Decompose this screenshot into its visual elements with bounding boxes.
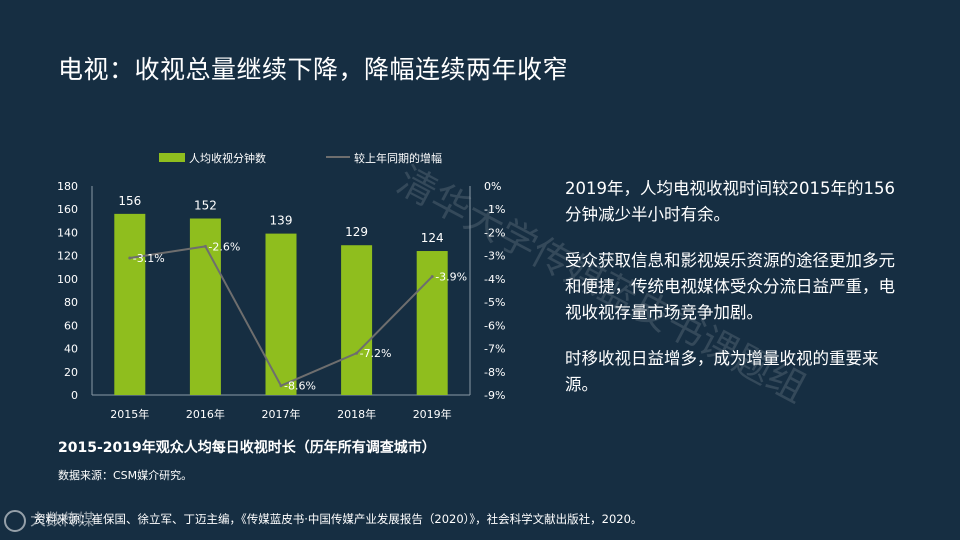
legend-line-label: 较上年同期的增幅 bbox=[354, 151, 442, 165]
bar bbox=[114, 213, 146, 395]
y-right-tick-label: -9% bbox=[484, 389, 505, 402]
y-left-tick-label: 80 bbox=[64, 296, 78, 309]
y-right-tick-label: -6% bbox=[484, 319, 505, 332]
y-right-tick-label: -4% bbox=[484, 273, 505, 286]
line-value-label: -3.1% bbox=[133, 252, 165, 265]
legend-bar-swatch bbox=[159, 153, 185, 162]
bar-value-label: 129 bbox=[345, 225, 368, 239]
commentary-paragraph-2: 受众获取信息和影视娱乐资源的途径更加多元和便捷，传统电视媒体受众分流日益严重，电… bbox=[565, 251, 895, 322]
logo-icon bbox=[4, 509, 26, 532]
legend-bar-label: 人均收视分钟数 bbox=[189, 151, 266, 165]
line-value-label: -3.9% bbox=[435, 271, 467, 284]
logo-text: 大数传媒 bbox=[30, 510, 95, 529]
line-value-label: -8.6% bbox=[284, 380, 316, 393]
x-tick-label: 2017年 bbox=[262, 407, 301, 421]
x-tick-label: 2019年 bbox=[413, 407, 452, 421]
bar bbox=[341, 245, 373, 395]
line-point bbox=[128, 256, 132, 260]
x-tick-label: 2015年 bbox=[110, 407, 149, 421]
line-point bbox=[355, 351, 359, 355]
y-left-tick-label: 100 bbox=[57, 273, 78, 286]
line-point bbox=[430, 275, 434, 279]
y-left-tick-label: 20 bbox=[64, 366, 78, 379]
y-right-tick-label: -7% bbox=[484, 343, 505, 356]
commentary-paragraph-3: 时移收视日益增多，成为增量收视的重要来源。 bbox=[565, 349, 879, 394]
x-tick-label: 2016年 bbox=[186, 407, 225, 421]
y-left-tick-label: 140 bbox=[57, 226, 78, 239]
commentary-paragraph-1: 2019年，人均电视收视时间较2015年的156分钟减少半小时有余。 bbox=[565, 179, 895, 224]
brand-logo: 大数传媒 bbox=[4, 506, 94, 532]
bar-value-label: 139 bbox=[270, 214, 293, 228]
y-right-tick-label: -5% bbox=[484, 296, 505, 309]
line-value-label: -7.2% bbox=[360, 347, 392, 360]
y-right-tick-label: -2% bbox=[484, 226, 505, 239]
chart-caption: 2015-2019年观众人均每日收视时长（历年所有调查城市） bbox=[58, 440, 436, 456]
y-right-tick-label: 0% bbox=[484, 180, 501, 193]
y-right-tick-label: -3% bbox=[484, 250, 505, 263]
line-point bbox=[279, 384, 283, 388]
y-left-tick-label: 40 bbox=[64, 343, 78, 356]
y-left-tick-label: 180 bbox=[57, 180, 78, 193]
footnote: 资料来源：崔保国、徐立军、丁迈主编，《传媒蓝皮书·中国传媒产业发展报告（2020… bbox=[34, 512, 643, 526]
bar-value-label: 152 bbox=[194, 199, 217, 213]
bar bbox=[416, 251, 448, 395]
slide-title: 电视：收视总量继续下降，降幅连续两年收窄 bbox=[58, 55, 569, 84]
x-tick-label: 2018年 bbox=[337, 407, 376, 421]
y-left-tick-label: 60 bbox=[64, 319, 78, 332]
line-point bbox=[203, 244, 207, 248]
commentary: 2019年，人均电视收视时间较2015年的156分钟减少半小时有余。 受众获取信… bbox=[565, 176, 910, 418]
chart-source: 数据来源：CSM媒介研究。 bbox=[58, 469, 193, 482]
bar bbox=[265, 233, 297, 395]
y-left-tick-label: 120 bbox=[57, 250, 78, 263]
y-right-tick-label: -8% bbox=[484, 366, 505, 379]
line-value-label: -2.6% bbox=[208, 240, 240, 253]
bar-value-label: 156 bbox=[118, 194, 141, 208]
y-right-tick-label: -1% bbox=[484, 203, 505, 216]
y-left-tick-label: 160 bbox=[57, 203, 78, 216]
y-left-tick-label: 0 bbox=[71, 389, 78, 402]
bar-value-label: 124 bbox=[421, 231, 444, 245]
